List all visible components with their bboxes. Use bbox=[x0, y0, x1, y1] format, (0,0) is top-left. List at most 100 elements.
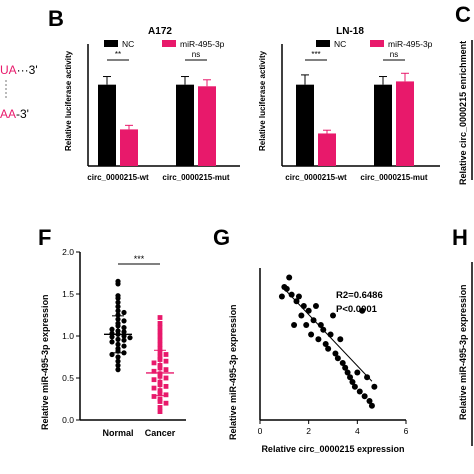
chart-g-point bbox=[293, 298, 300, 305]
chart-a172-bar bbox=[198, 86, 216, 166]
chart-g-point bbox=[342, 364, 349, 371]
chart-f-point-cancer bbox=[163, 400, 169, 406]
panel-letter-h: H bbox=[452, 225, 468, 250]
chart-f-tick-label: 2.0 bbox=[62, 247, 74, 257]
chart-f-point-normal bbox=[121, 318, 127, 324]
chart-f-point-cancer bbox=[157, 333, 163, 339]
chart-g-annotation: R2=0.6486 bbox=[336, 290, 383, 301]
chart-g-tick-label: 2 bbox=[306, 426, 311, 436]
chart-g-point bbox=[349, 379, 356, 385]
chart-f-point-normal bbox=[115, 281, 121, 287]
chart-f-point-cancer bbox=[157, 337, 163, 343]
chart-g-point bbox=[354, 369, 361, 376]
chart-g-point bbox=[371, 383, 378, 390]
panel-h-fragment: Relative miR-495-3p expression bbox=[458, 262, 473, 446]
chart-g-point bbox=[288, 291, 295, 298]
chart-f-point-cancer bbox=[163, 384, 169, 389]
chart-ln18-sig-label: *** bbox=[311, 50, 320, 59]
panel-letter-c: C bbox=[455, 2, 471, 27]
chart-g-point bbox=[295, 293, 302, 300]
chart-g-point bbox=[339, 360, 346, 366]
chart-a172-ylabel: Relative luciferase activity bbox=[64, 50, 73, 151]
chart-ln18-bar bbox=[374, 84, 392, 166]
chart-g-tick-label: 6 bbox=[404, 426, 409, 436]
chart-g-point bbox=[317, 322, 324, 328]
panel-letter-f: F bbox=[38, 225, 51, 250]
chart-f-tick-label: 0.0 bbox=[62, 415, 74, 425]
chart-ln18-tick-label: circ_0000215-mut bbox=[360, 173, 427, 182]
chart-f-tick-label: 1.5 bbox=[62, 289, 74, 299]
sequence-fragment: UA···3' AA-3' bbox=[0, 63, 38, 121]
chart-f-point-cancer bbox=[163, 358, 169, 364]
chart-f-point-normal bbox=[121, 329, 127, 335]
chart-a172-tick-label: circ_0000215-mut bbox=[162, 173, 229, 182]
panel-c-fragment: Relative circ_0000215 enrichment bbox=[458, 40, 473, 185]
chart-g-point bbox=[359, 307, 366, 314]
chart-g-point bbox=[334, 355, 341, 362]
panel-h-ylabel: Relative miR-495-3p expression bbox=[458, 284, 468, 420]
chart-a172-sig-label: ** bbox=[115, 50, 121, 59]
panel-c-ylabel: Relative circ_0000215 enrichment bbox=[458, 41, 468, 185]
chart-f-point-cancer bbox=[157, 325, 163, 330]
chart-g-point bbox=[364, 374, 371, 381]
chart-f-point-normal bbox=[121, 309, 127, 316]
chart-g-point bbox=[347, 374, 354, 381]
chart-g-xlabel: Relative circ_0000215 expression bbox=[261, 444, 404, 454]
seq-line2-end: -3' bbox=[16, 107, 29, 121]
chart-f-point-cancer bbox=[157, 409, 163, 414]
chart-g-point bbox=[312, 303, 319, 309]
chart-g-tick-label: 4 bbox=[355, 426, 360, 436]
chart-f-point-normal bbox=[115, 308, 121, 314]
chart-a172-legend-swatch bbox=[162, 40, 176, 47]
chart-g-annotation: P<0.0001 bbox=[336, 304, 378, 315]
chart-f-point-cancer bbox=[163, 375, 169, 381]
chart-a172-bar bbox=[176, 84, 194, 166]
chart-f-point-cancer bbox=[151, 385, 157, 391]
chart-ln18-bar bbox=[396, 81, 414, 166]
svg-text:UA···3': UA···3' bbox=[0, 63, 38, 77]
chart-f-point-normal bbox=[115, 295, 121, 301]
chart-g-tick-label: 0 bbox=[258, 426, 263, 436]
chart-g-point bbox=[337, 336, 344, 343]
seq-line1-end: ···3' bbox=[17, 63, 38, 77]
chart-a172-bar bbox=[98, 84, 116, 166]
chart-g-point bbox=[327, 331, 334, 338]
chart-f-point-cancer bbox=[157, 346, 163, 351]
chart-g-point bbox=[291, 322, 298, 328]
chart-g-point bbox=[322, 341, 329, 347]
chart-a172-tick-label: circ_0000215-wt bbox=[87, 173, 149, 182]
chart-f-ylabel: Relative miR-495-3p expression bbox=[40, 294, 50, 430]
chart-a172-bar bbox=[120, 129, 138, 166]
chart-g-point bbox=[278, 293, 285, 300]
chart-g-point bbox=[300, 303, 307, 309]
chart-f-point-cancer bbox=[163, 392, 169, 398]
chart-f-category-label: Cancer bbox=[145, 428, 176, 438]
seq-line2-highlight: AA bbox=[0, 107, 16, 121]
chart-f-point-cancer bbox=[157, 399, 163, 404]
chart-f-tick-label: 1.0 bbox=[62, 331, 74, 341]
chart-ln18-ylabel: Relative luciferase activity bbox=[258, 50, 267, 151]
chart-a172-legend-label: miR-495-3p bbox=[180, 39, 225, 49]
chart-f-point-cancer bbox=[157, 329, 163, 335]
chart-f-point-cancer bbox=[163, 352, 169, 357]
chart-g-point bbox=[320, 326, 327, 333]
chart-f-point-cancer bbox=[151, 360, 157, 366]
seq-line1-highlight: UA bbox=[0, 63, 17, 77]
chart-g-point bbox=[366, 398, 373, 404]
chart-a172-sig-label: ns bbox=[192, 50, 200, 59]
chart-f-point-normal bbox=[115, 304, 121, 310]
chart-g-point bbox=[303, 322, 310, 328]
chart-g-point bbox=[298, 312, 305, 319]
chart-ln18-bar bbox=[318, 133, 336, 166]
chart-g-ylabel: Relative miR-495-3p expression bbox=[228, 304, 238, 440]
chart-g-point bbox=[305, 307, 312, 314]
chart-g-point bbox=[286, 274, 293, 281]
chart-f-point-cancer bbox=[157, 342, 163, 347]
chart-f-point-cancer bbox=[157, 396, 163, 402]
chart-f-point-normal bbox=[109, 334, 115, 340]
chart-f-point-normal bbox=[115, 354, 121, 360]
chart-ln18-legend-swatch bbox=[316, 40, 330, 47]
chart-f-point-cancer bbox=[163, 367, 169, 372]
chart-f-point-cancer bbox=[151, 377, 157, 383]
